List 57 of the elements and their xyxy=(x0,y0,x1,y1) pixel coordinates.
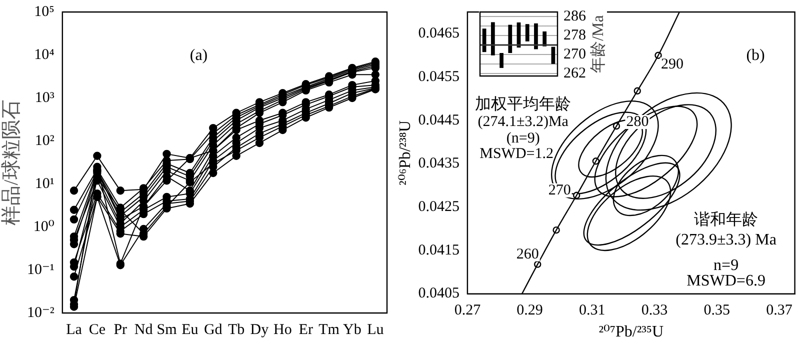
y-tick-label: 10⁻² xyxy=(26,304,55,321)
y-tick-label: 0.0415 xyxy=(418,242,460,258)
y-tick-label: 262 xyxy=(564,66,586,82)
y-axis-title: 样品/球粒陨石 xyxy=(0,100,22,226)
y-tick-label: 0.0465 xyxy=(418,26,460,42)
x-tick-label: Eu xyxy=(182,322,199,338)
y-tick-label: 286 xyxy=(564,8,587,25)
x-tick-label: 0.35 xyxy=(704,302,730,319)
annotation: 280 xyxy=(626,114,649,130)
x-axis-title: ²⁰⁷Pb/²³⁵U xyxy=(598,324,664,341)
y-tick-label: 10¹ xyxy=(34,176,54,192)
x-tick-label: Gd xyxy=(204,322,223,338)
x-tick-label: 0.37 xyxy=(766,302,793,319)
x-tick-label: Er xyxy=(298,322,313,338)
x-tick-label: Pr xyxy=(114,322,128,338)
y-tick-label: 278 xyxy=(564,28,586,44)
annotation: (a) xyxy=(190,46,208,64)
y-tick-label: 10³ xyxy=(34,90,55,106)
y-tick-label: 10² xyxy=(34,132,55,149)
annotation: 加权平均年龄 xyxy=(475,95,572,114)
x-tick-label: La xyxy=(66,322,82,338)
y-tick-label: 0.0405 xyxy=(418,286,460,302)
y-tick-label: 0.0445 xyxy=(418,112,460,128)
x-tick-label: Tb xyxy=(228,322,245,338)
x-tick-label: 0.31 xyxy=(579,302,606,319)
x-tick-label: Dy xyxy=(250,322,270,338)
y-tick-label: 10⁴ xyxy=(34,46,54,63)
annotation: 260 xyxy=(516,246,539,262)
y-tick-label: 10⁰ xyxy=(33,218,54,235)
x-tick-label: Nd xyxy=(134,322,154,338)
y-axis-title: 年龄/Ma xyxy=(590,15,608,73)
x-tick-label: 0.33 xyxy=(641,302,668,319)
x-tick-label: Ce xyxy=(88,322,106,338)
annotation: n=9 xyxy=(714,256,739,274)
y-tick-label: 0.0455 xyxy=(418,68,460,85)
x-tick-label: Lu xyxy=(367,322,384,338)
y-tick-label: 10⁻¹ xyxy=(26,262,54,278)
y-tick-label: 10⁵ xyxy=(34,4,54,20)
y-axis-title: ²⁰⁶Pb/²³⁸U xyxy=(396,120,414,186)
x-tick-label: 0.27 xyxy=(454,302,482,319)
annotation: 270 xyxy=(548,182,571,198)
annotation: (273.9±3.3) Ma xyxy=(676,231,776,248)
x-tick-label: Sm xyxy=(156,322,178,338)
y-tick-label: 0.0435 xyxy=(418,156,460,172)
annotation: (n=9) xyxy=(506,130,540,147)
annotation: (b) xyxy=(746,46,765,64)
x-tick-label: 0.29 xyxy=(516,302,543,319)
annotation: MSWD=6.9 xyxy=(686,272,766,290)
x-tick-label: Yb xyxy=(343,322,362,338)
y-tick-label: 0.0425 xyxy=(418,199,460,216)
x-tick-label: Tm xyxy=(318,322,340,338)
annotation: 谐和年龄 xyxy=(694,210,758,229)
annotation: MSWD=1.2 xyxy=(480,146,554,162)
annotation: 290 xyxy=(661,56,684,72)
x-tick-label: Ho xyxy=(273,322,292,338)
y-tick-label: 270 xyxy=(564,46,586,63)
annotation: (274.1±3.2)Ma xyxy=(478,114,569,130)
